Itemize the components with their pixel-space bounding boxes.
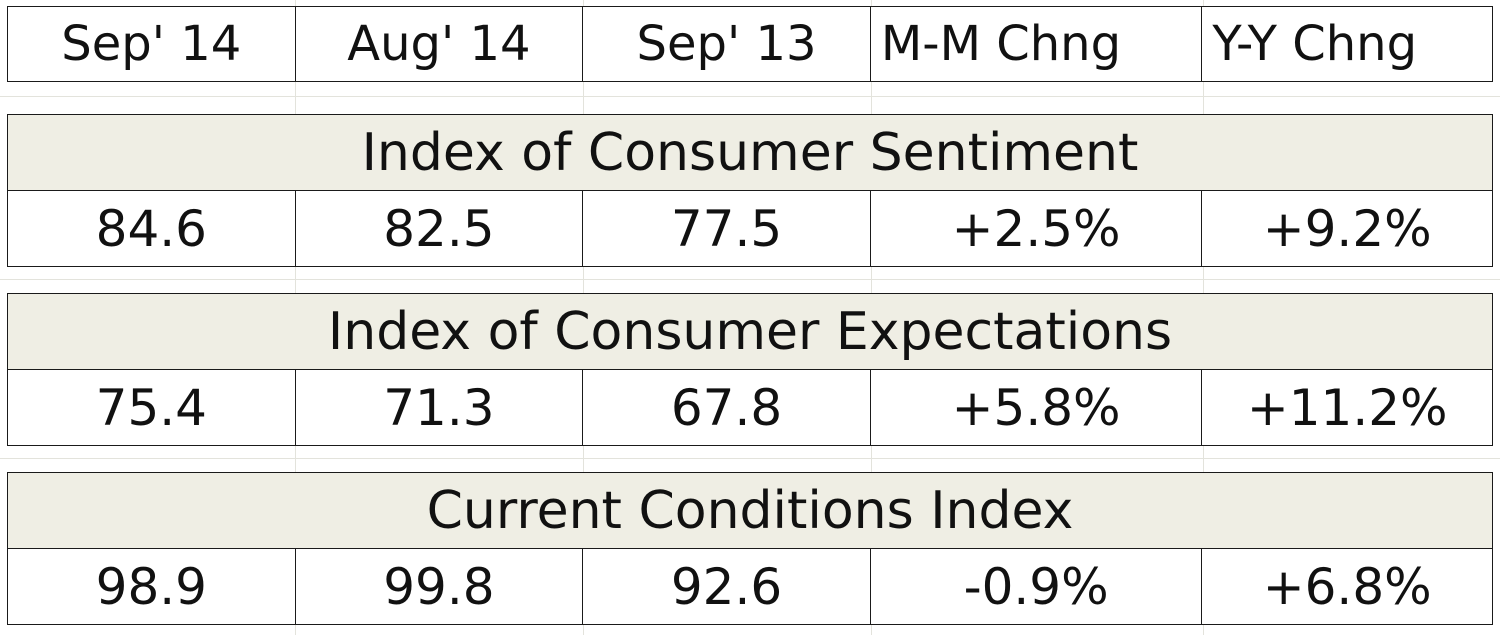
section-title-consumer-sentiment[interactable]: Index of Consumer Sentiment — [7, 114, 1493, 191]
table-row-current-conditions: 98.9 99.8 92.6 -0.9% +6.8% — [7, 548, 1493, 625]
table-cell[interactable]: +6.8% — [1262, 557, 1432, 616]
column-header[interactable]: Sep' 13 — [583, 7, 871, 81]
table-row-consumer-expectations: 75.4 71.3 67.8 +5.8% +11.2% — [7, 369, 1493, 446]
table-cell[interactable]: 77.5 — [583, 191, 871, 266]
column-header[interactable]: Y-Y Chng — [1212, 16, 1418, 72]
column-header[interactable]: Sep' 14 — [8, 7, 296, 81]
table-cell[interactable]: +2.5% — [871, 191, 1203, 266]
table-cell[interactable]: +5.8% — [871, 370, 1203, 445]
table-cell[interactable]: 82.5 — [296, 191, 584, 266]
table-cell[interactable]: 98.9 — [8, 549, 296, 624]
table-cell[interactable]: 99.8 — [296, 549, 584, 624]
grid-line — [0, 279, 1500, 280]
table-cell[interactable]: +11.2% — [1246, 378, 1448, 437]
grid-line — [0, 96, 1500, 97]
section-title-consumer-expectations[interactable]: Index of Consumer Expectations — [7, 293, 1493, 370]
grid-line — [0, 458, 1500, 459]
table-cell[interactable]: 75.4 — [8, 370, 296, 445]
table-cell[interactable]: 67.8 — [583, 370, 871, 445]
column-header[interactable]: Aug' 14 — [296, 7, 584, 81]
column-header-row: Sep' 14 Aug' 14 Sep' 13 M-M Chng Y-Y Chn… — [7, 6, 1493, 82]
table-row-consumer-sentiment: 84.6 82.5 77.5 +2.5% +9.2% — [7, 190, 1493, 267]
table-cell[interactable]: 71.3 — [296, 370, 584, 445]
column-header[interactable]: M-M Chng — [871, 7, 1203, 81]
table-cell[interactable]: +9.2% — [1262, 199, 1432, 258]
table-cell[interactable]: 92.6 — [583, 549, 871, 624]
table-cell[interactable]: -0.9% — [871, 549, 1203, 624]
table-cell[interactable]: 84.6 — [8, 191, 296, 266]
section-title-current-conditions[interactable]: Current Conditions Index — [7, 472, 1493, 549]
